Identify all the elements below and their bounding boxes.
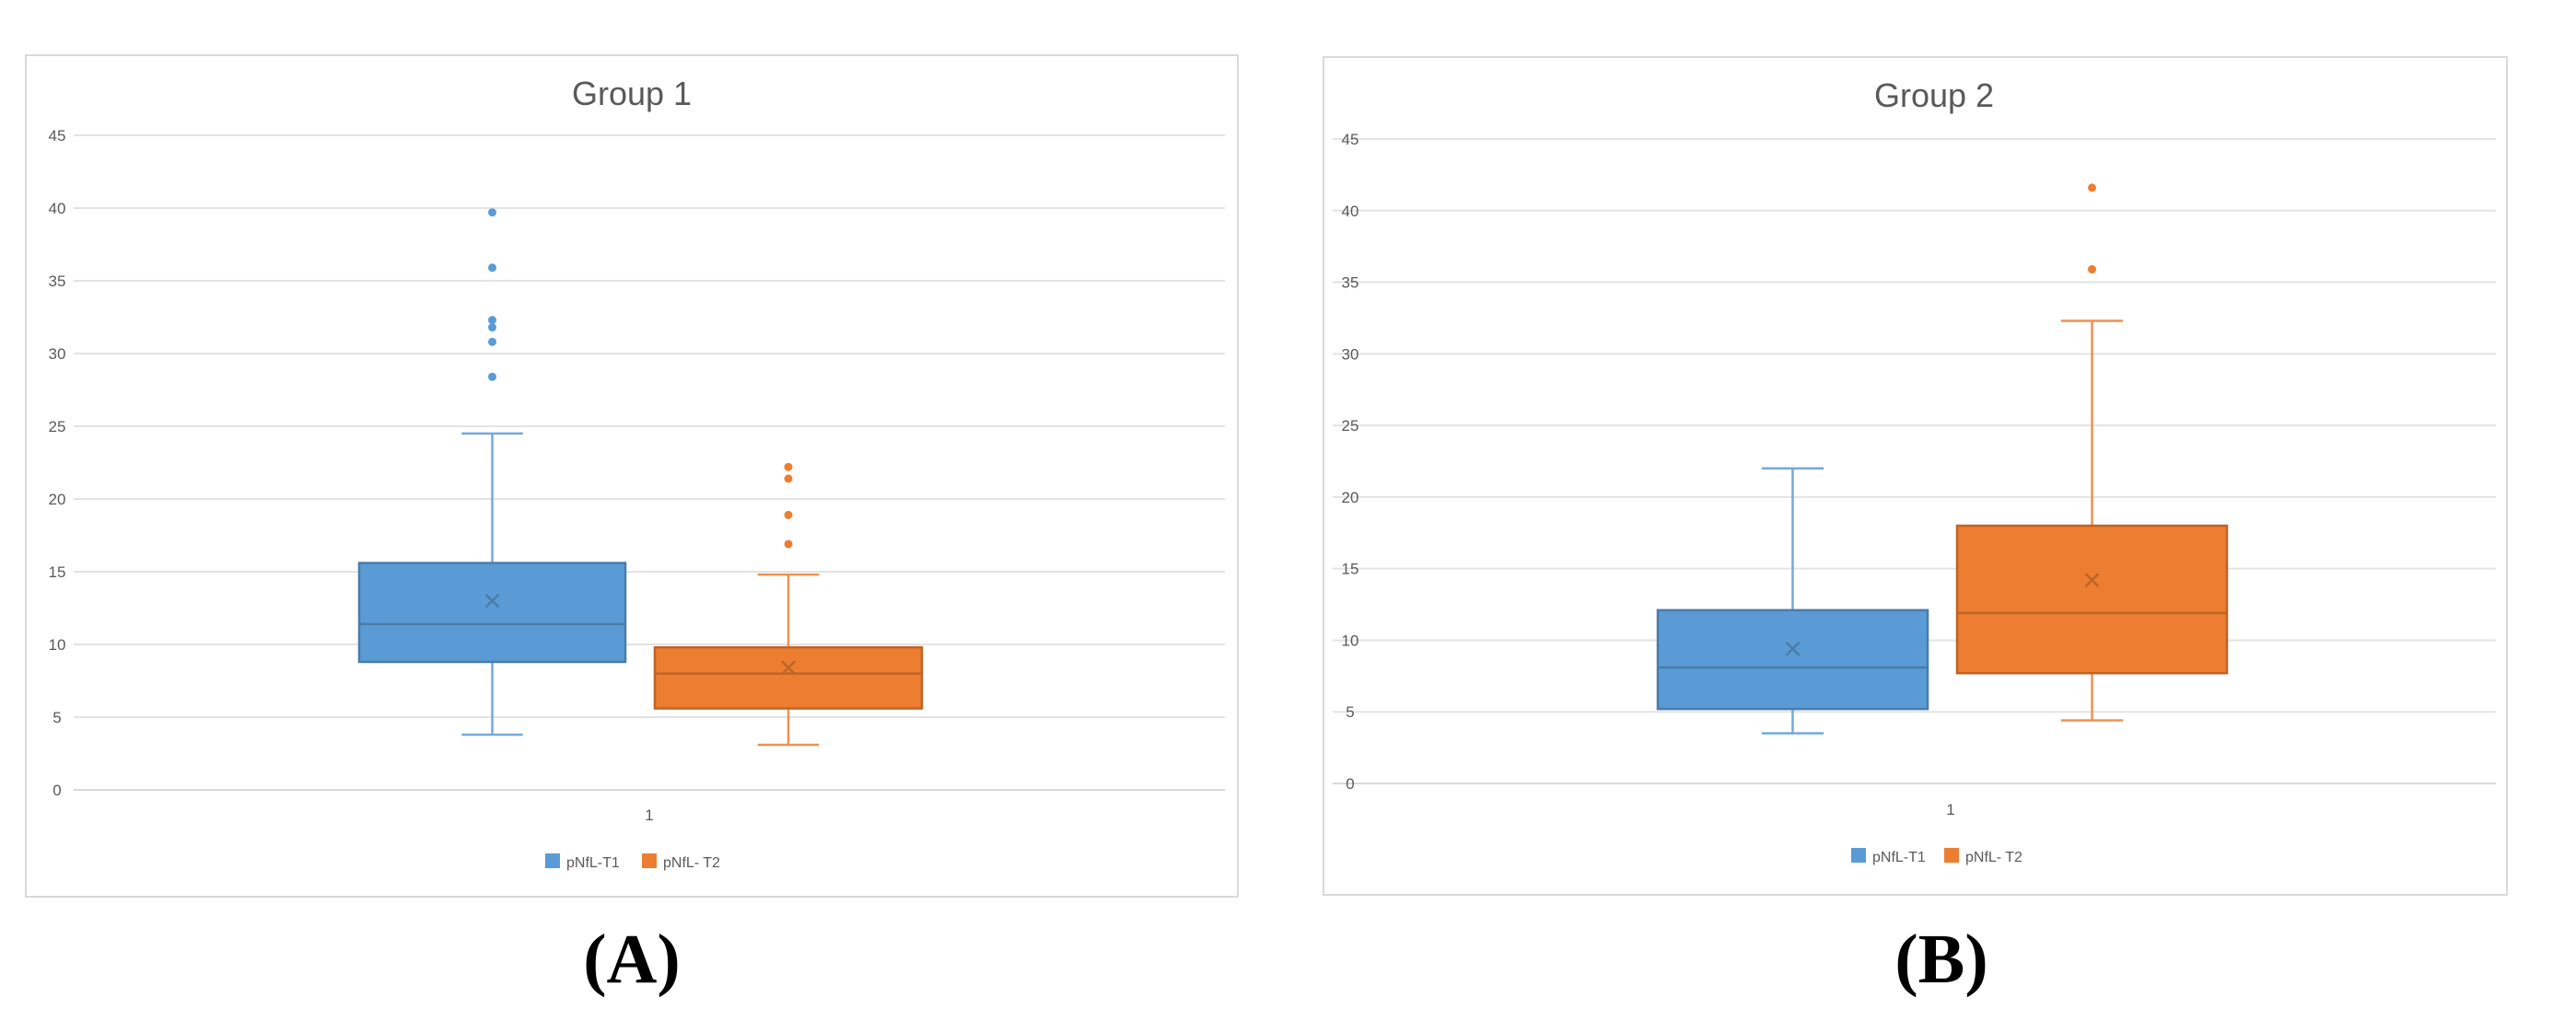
chart-b-frame [1323, 56, 2508, 896]
outlier-point [488, 208, 496, 217]
chart-a-legend: pNfL-T1 pNfL- T2 [545, 853, 720, 871]
legend-swatch-pnfl-t1 [545, 853, 560, 868]
box-pnfl-t2 [653, 462, 924, 747]
outlier-point [488, 337, 496, 346]
y-tick-label: 35 [1342, 274, 1359, 292]
legend-label-pnfl-t2: pNfL- T2 [1965, 850, 2022, 865]
mean-marker [2084, 573, 2100, 587]
outlier-point [2088, 183, 2096, 192]
outlier-point [784, 462, 793, 471]
iqr-box [1955, 524, 2229, 675]
y-tick-label: 40 [49, 200, 66, 217]
chart-a-frame [25, 54, 1239, 898]
mean-marker [484, 593, 500, 609]
legend-label-pnfl-t2: pNfL- T2 [663, 855, 720, 871]
y-tick-label: 0 [52, 782, 61, 799]
y-tick-label: 45 [49, 127, 66, 145]
chart-a-title: Group 1 [572, 75, 692, 112]
outlier-point [784, 540, 793, 549]
legend-swatch-pnfl-t2 [1944, 848, 1959, 863]
iqr-box [357, 562, 627, 664]
panel-label-b: (B) [1894, 921, 1987, 998]
y-tick-label: 10 [1342, 632, 1359, 649]
chart-b-plot [1656, 183, 2229, 735]
y-tick-label: 30 [1342, 345, 1359, 363]
outlier-point [488, 316, 496, 325]
legend-swatch-pnfl-t2 [642, 853, 657, 868]
y-tick-label: 5 [1346, 703, 1354, 721]
outlier-point [488, 372, 496, 381]
chart-a-plot [357, 208, 924, 747]
chart-b-y-axis: 0 5 10 15 20 25 30 35 40 45 [1342, 131, 1359, 793]
y-tick-label: 35 [49, 273, 66, 290]
outlier-point [488, 263, 496, 273]
legend-swatch-pnfl-t1 [1851, 848, 1866, 863]
y-tick-label: 15 [1342, 561, 1359, 578]
y-tick-label: 20 [49, 491, 66, 508]
box-pnfl-t1 [1656, 467, 1929, 735]
mean-marker [1785, 641, 1801, 656]
y-tick-label: 25 [49, 418, 66, 435]
y-tick-label: 40 [1342, 203, 1359, 220]
y-tick-label: 25 [1342, 417, 1359, 435]
outlier-point [488, 323, 496, 332]
chart-panel-a: Group 1 0 5 10 15 20 25 30 35 40 45 1 pNfL-T1 pNf… [25, 54, 1239, 998]
legend-label-pnfl-t1: pNfL-T1 [566, 855, 620, 871]
chart-b-legend: pNfL-T1 pNfL- T2 [1851, 848, 2022, 865]
chart-panel-b: Group 2 0 5 10 15 20 25 30 35 40 45 1 pNfL-T1 pNf… [1323, 56, 2508, 998]
y-tick-label: 45 [1342, 131, 1359, 148]
outlier-point [2088, 265, 2096, 274]
y-tick-label: 15 [49, 563, 66, 581]
chart-b-title: Group 2 [1874, 76, 1994, 114]
chart-a-category-label: 1 [645, 806, 653, 824]
y-tick-label: 5 [52, 709, 61, 726]
outlier-point [784, 474, 793, 483]
outlier-point [784, 510, 793, 519]
panel-label-a: (A) [583, 921, 681, 998]
box-pnfl-t1 [357, 208, 627, 737]
y-tick-label: 0 [1346, 775, 1354, 793]
y-tick-label: 10 [49, 636, 66, 654]
y-tick-label: 30 [49, 345, 66, 363]
legend-label-pnfl-t1: pNfL-T1 [1872, 850, 1926, 865]
mean-marker [781, 660, 796, 676]
chart-b-category-label: 1 [1946, 801, 1954, 818]
iqr-box [1656, 609, 1929, 711]
iqr-box [653, 645, 924, 710]
chart-a-gridlines [74, 134, 1225, 791]
chart-a-y-axis: 0 5 10 15 20 25 30 35 40 45 [49, 127, 66, 799]
y-tick-label: 20 [1342, 489, 1359, 506]
box-pnfl-t2 [1955, 183, 2229, 722]
